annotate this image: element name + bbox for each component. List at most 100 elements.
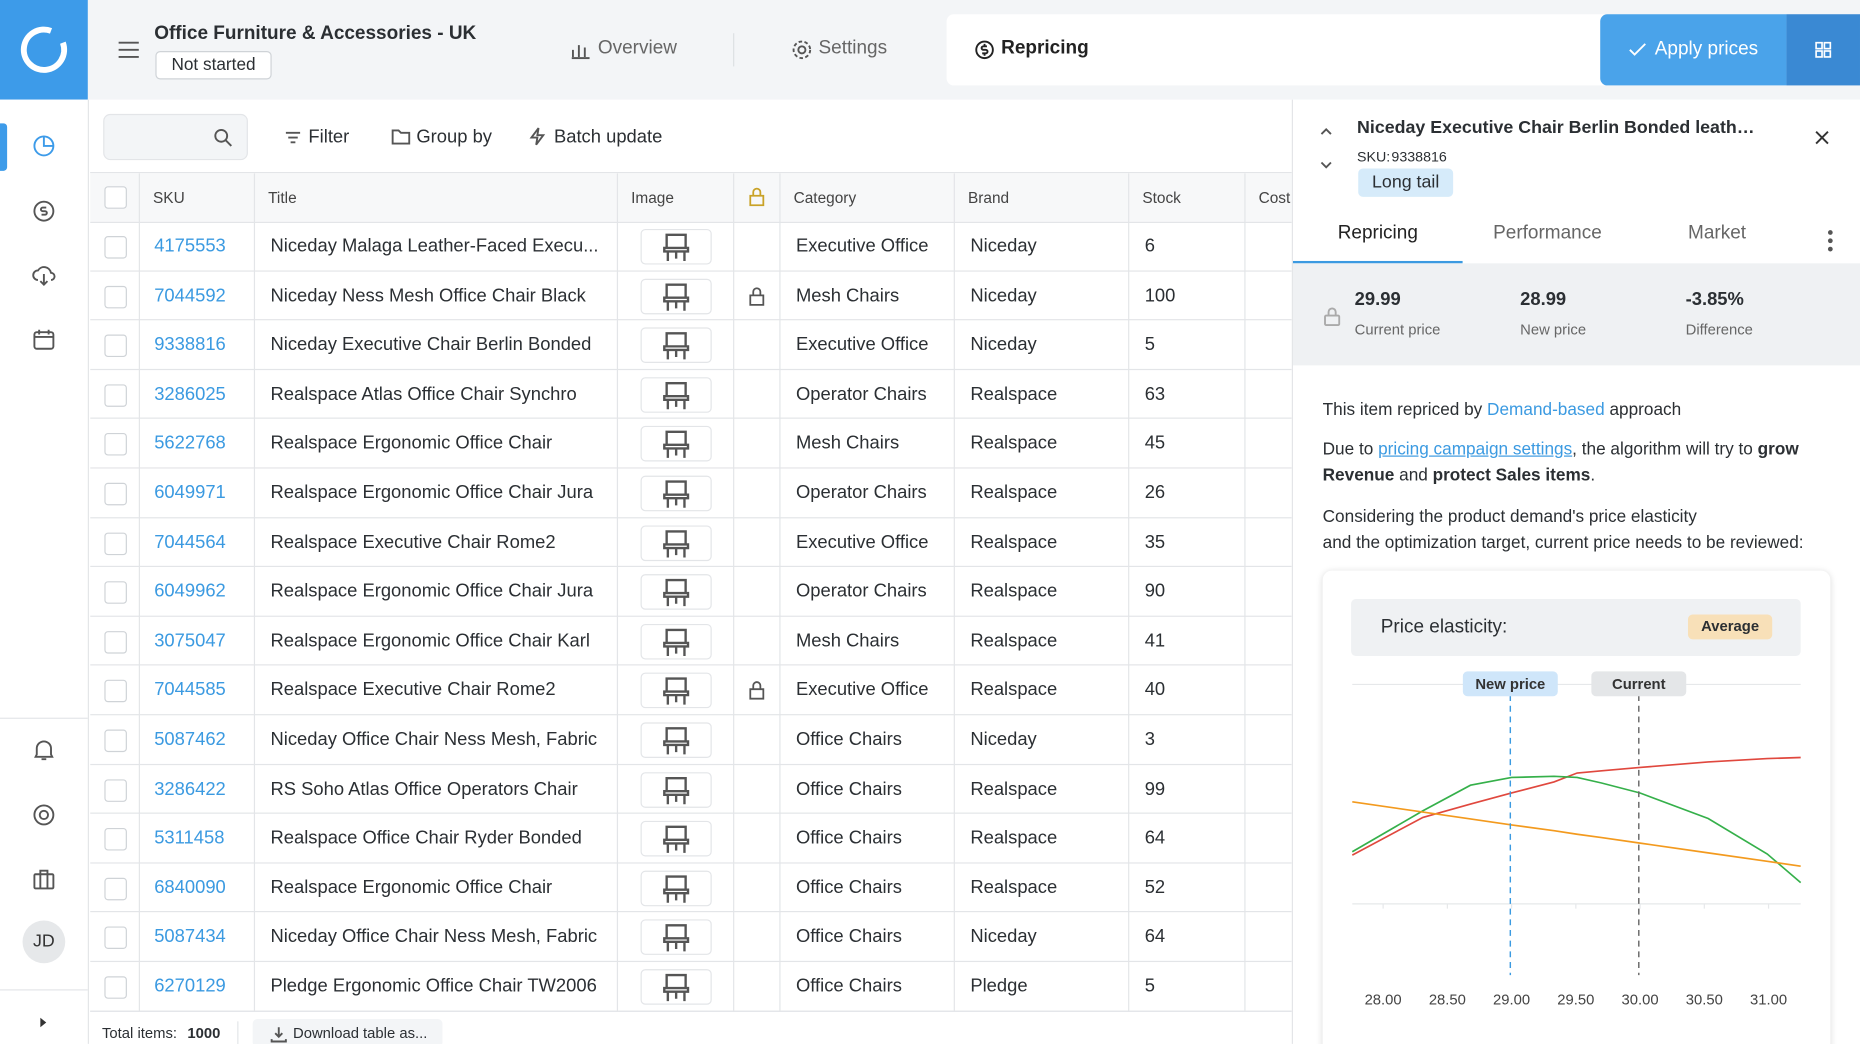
- nav-help[interactable]: [32, 803, 56, 827]
- checkbox[interactable]: [104, 236, 127, 259]
- stock: 64: [1144, 926, 1166, 948]
- nav-import[interactable]: [32, 263, 56, 287]
- chart-header: Price elasticity: Average: [1351, 599, 1801, 656]
- sku-link[interactable]: 3286422: [154, 778, 226, 800]
- sku-link[interactable]: 5311458: [154, 828, 225, 849]
- table-footer: Total items: 1000 Download table as...: [90, 1010, 1292, 1044]
- summary-label: Current price: [1354, 321, 1441, 339]
- tab-settings[interactable]: Settings: [818, 37, 888, 59]
- checkbox[interactable]: [104, 877, 127, 901]
- sku-link[interactable]: 7044564: [154, 532, 226, 553]
- avatar[interactable]: JD: [22, 920, 66, 964]
- sku-link[interactable]: 4175553: [154, 236, 226, 257]
- x-tick-label: 30.50: [1686, 993, 1723, 1009]
- lock-icon: [749, 286, 765, 306]
- brand: Pledge: [970, 976, 1028, 997]
- nav-calendar[interactable]: [32, 327, 56, 351]
- chair-image: [663, 677, 690, 706]
- sku-link[interactable]: 3075047: [154, 630, 226, 651]
- sku-link[interactable]: 5622768: [154, 433, 226, 454]
- checkbox[interactable]: [104, 532, 127, 555]
- stock: 90: [1144, 581, 1166, 602]
- stock: 3: [1144, 729, 1155, 750]
- menu-button[interactable]: [117, 40, 141, 59]
- stock: 64: [1144, 828, 1166, 849]
- x-tick-label: 29.00: [1493, 993, 1530, 1009]
- batch-button[interactable]: Batch update: [553, 126, 663, 148]
- logo[interactable]: [0, 0, 88, 100]
- download-button[interactable]: Download table as...: [252, 1018, 443, 1044]
- search-box[interactable]: [103, 113, 248, 161]
- chair-image: [663, 332, 690, 360]
- nav-dashboard[interactable]: [32, 134, 56, 158]
- sku-link[interactable]: 6049962: [154, 581, 226, 602]
- separator: [733, 33, 735, 67]
- panel-tab[interactable]: Repricing: [1337, 223, 1418, 244]
- chair-image: [663, 825, 690, 854]
- column-header: Cost: [1258, 188, 1291, 207]
- nav-pricing[interactable]: [32, 199, 56, 223]
- checkbox[interactable]: [104, 482, 127, 506]
- category: Office Chairs: [795, 729, 902, 750]
- sku-link[interactable]: 6840090: [154, 877, 226, 898]
- project-title: Office Furniture & Accessories - UK: [154, 23, 477, 44]
- link[interactable]: pricing campaign settings: [1378, 440, 1573, 460]
- close-button[interactable]: [1815, 130, 1829, 145]
- brand: Realspace: [970, 828, 1058, 849]
- checkbox[interactable]: [104, 630, 127, 654]
- checkbox[interactable]: [104, 581, 127, 605]
- panel-tab[interactable]: Market: [1688, 223, 1747, 244]
- checkbox[interactable]: [104, 433, 127, 456]
- checkbox[interactable]: [104, 926, 127, 950]
- sku-link[interactable]: 6270129: [154, 976, 226, 997]
- checkbox[interactable]: [104, 778, 127, 802]
- nav-notifications[interactable]: [32, 738, 56, 762]
- elasticity-badge: Average: [1687, 614, 1773, 640]
- filter-button[interactable]: Filter: [308, 126, 350, 148]
- apply-button[interactable]: Apply prices: [1600, 14, 1787, 86]
- brand: Realspace: [970, 384, 1058, 405]
- checkbox[interactable]: [104, 680, 127, 703]
- chair-image: [663, 431, 690, 459]
- checkbox[interactable]: [104, 334, 127, 358]
- column-border: [138, 173, 140, 1012]
- product-title: Realspace Ergonomic Office Chair Jura: [270, 482, 594, 503]
- link[interactable]: Demand-based: [1487, 400, 1605, 420]
- nav-briefcase[interactable]: [32, 867, 56, 891]
- settings-icon: [792, 40, 812, 60]
- group-button[interactable]: Group by: [416, 126, 493, 148]
- thumbnail: [640, 574, 712, 610]
- summary-value: 28.99: [1520, 289, 1567, 310]
- chair-shape: [663, 727, 690, 755]
- checkbox[interactable]: [104, 285, 127, 308]
- chair-shape: [663, 875, 690, 903]
- sku-link[interactable]: 7044585: [154, 680, 226, 701]
- tab-overview[interactable]: Overview: [597, 37, 677, 59]
- more-button[interactable]: [1827, 229, 1834, 253]
- checkbox[interactable]: [104, 186, 127, 209]
- chair-image: [663, 283, 690, 311]
- text: grow Revenue: [1322, 440, 1799, 485]
- chair-shape: [663, 628, 690, 656]
- expand-button[interactable]: [39, 1017, 48, 1029]
- checkbox[interactable]: [104, 729, 127, 753]
- checkbox[interactable]: [104, 976, 127, 999]
- sku-link[interactable]: 7044592: [154, 285, 226, 306]
- thumbnail: [640, 327, 712, 364]
- tab-repricing[interactable]: Repricing: [1001, 37, 1089, 59]
- panel-tab[interactable]: Performance: [1493, 223, 1602, 244]
- sku-link[interactable]: 9338816: [154, 334, 226, 355]
- product-title: Realspace Executive Chair Rome2: [270, 532, 556, 553]
- sku-link[interactable]: 3286025: [154, 384, 226, 405]
- panel-title: Niceday Executive Chair Berlin Bonded le…: [1357, 117, 1755, 138]
- sku-link[interactable]: 5087462: [154, 729, 226, 750]
- checkbox[interactable]: [104, 828, 127, 851]
- sku-link[interactable]: 6049971: [154, 482, 226, 503]
- grid-button[interactable]: [1786, 14, 1860, 86]
- checkbox[interactable]: [104, 384, 127, 407]
- row-border: [90, 319, 1292, 321]
- brand: Realspace: [970, 532, 1058, 553]
- sku-link[interactable]: 5087434: [154, 926, 226, 948]
- prev-next-buttons[interactable]: [1319, 123, 1333, 175]
